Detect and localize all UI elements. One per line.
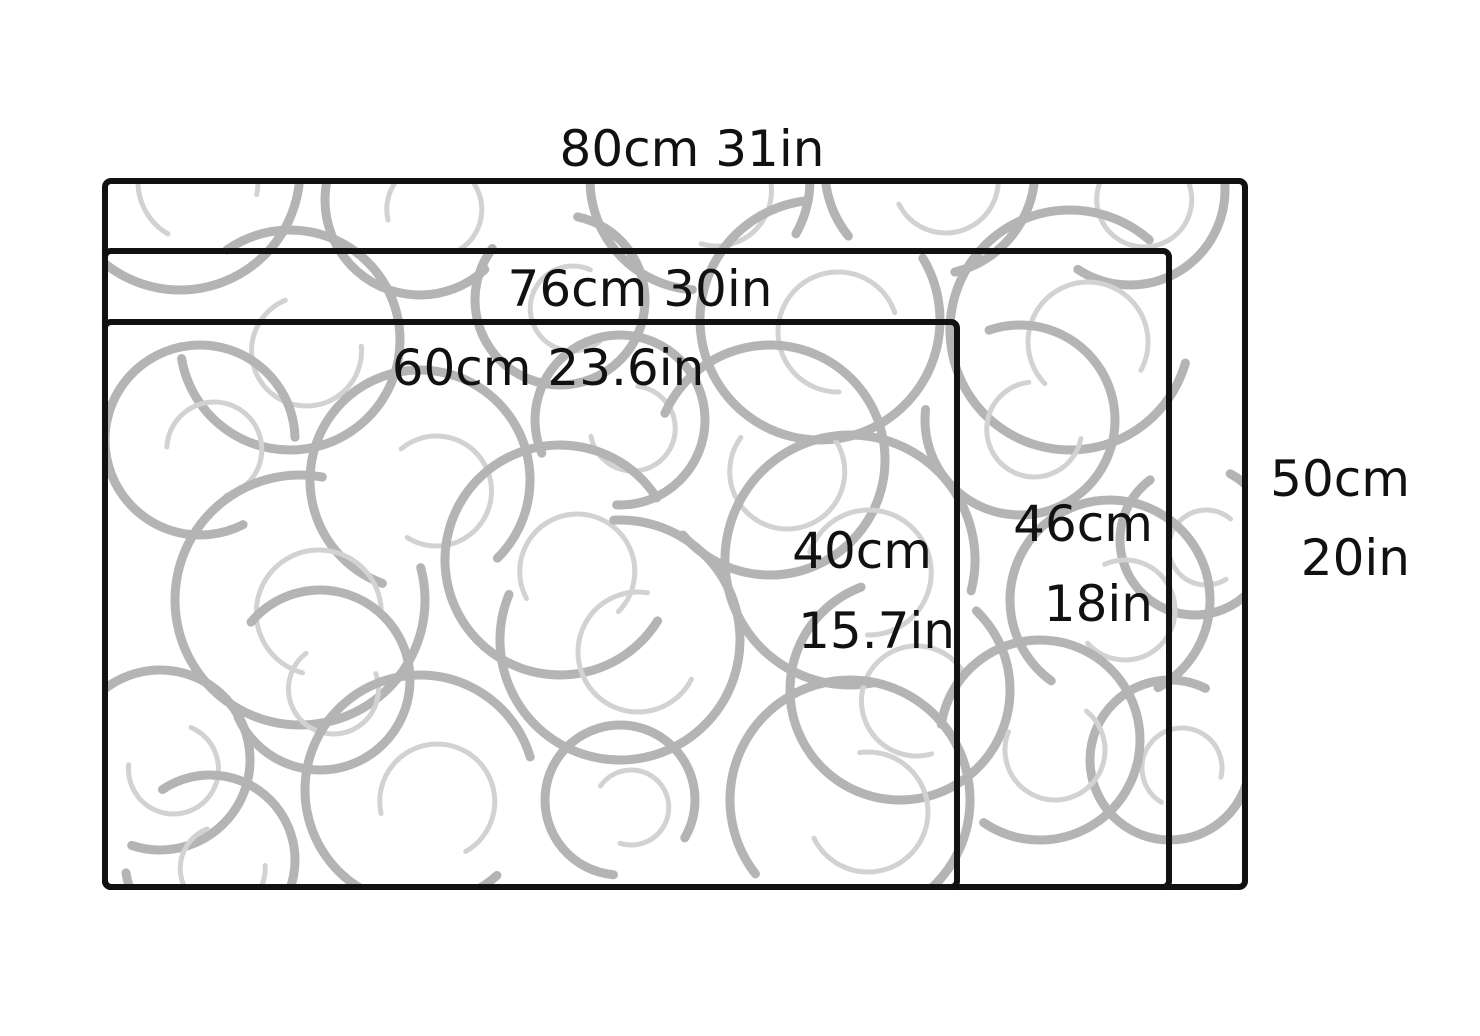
swirl-inner: [253, 547, 384, 678]
small-height-label-in: 15.7in: [798, 602, 955, 660]
swirl-ring: [540, 720, 700, 880]
swirl-inner: [379, 433, 494, 549]
swirl-inner: [984, 379, 1085, 480]
swirl-inner: [1094, 181, 1195, 250]
medium-height-label-in: 18in: [1044, 575, 1153, 633]
swirl-ring: [945, 205, 1195, 455]
swirl-ring: [495, 515, 745, 765]
swirl-ring: [785, 575, 1015, 805]
swirl-ring: [105, 340, 300, 540]
swirl-inner: [575, 589, 701, 715]
swirl-inner: [1002, 697, 1108, 803]
swirl-inner: [805, 749, 931, 875]
swirl-inner: [1025, 279, 1151, 405]
rug-outline-small: [102, 319, 960, 890]
swirl-inner: [384, 181, 485, 260]
swirl-inner: [1139, 725, 1225, 811]
swirl-inner: [126, 721, 221, 817]
swirl-ring: [920, 320, 1120, 520]
swirl-inner: [591, 767, 672, 848]
swirl-pattern: [105, 181, 1245, 887]
swirl-ring: [300, 670, 540, 887]
swirl-inner: [177, 823, 268, 887]
large-height-label-cm: 50cm: [1270, 450, 1410, 508]
swirl-inner: [890, 181, 1001, 236]
small-height-label-cm: 40cm: [792, 522, 932, 580]
swirl-inner: [164, 399, 265, 500]
swirl-inner: [377, 741, 498, 862]
swirl-ring: [585, 181, 815, 295]
swirl-ring: [225, 585, 415, 775]
swirl-inner: [858, 643, 974, 759]
swirl-ring: [305, 365, 535, 595]
swirl-ring: [120, 770, 300, 887]
medium-height-label-cm: 46cm: [1013, 495, 1153, 553]
swirl-inner: [803, 507, 934, 638]
swirl-inner: [135, 181, 261, 245]
swirl-ring: [935, 635, 1145, 845]
medium-width-label: 76cm 30in: [508, 260, 773, 318]
swirl-inner: [517, 511, 638, 632]
swirl-inner: [775, 269, 901, 395]
large-width-label: 80cm 31in: [560, 120, 825, 178]
large-height-label-in: 20in: [1301, 529, 1410, 587]
swirl-ring: [1030, 181, 1230, 290]
swirl-inner: [286, 641, 381, 737]
small-width-label: 60cm 23.6in: [392, 339, 705, 397]
swirl-inner: [1166, 507, 1245, 588]
swirl-ring: [105, 181, 305, 295]
swirl-inner: [659, 181, 775, 249]
swirl-ring: [105, 665, 255, 855]
